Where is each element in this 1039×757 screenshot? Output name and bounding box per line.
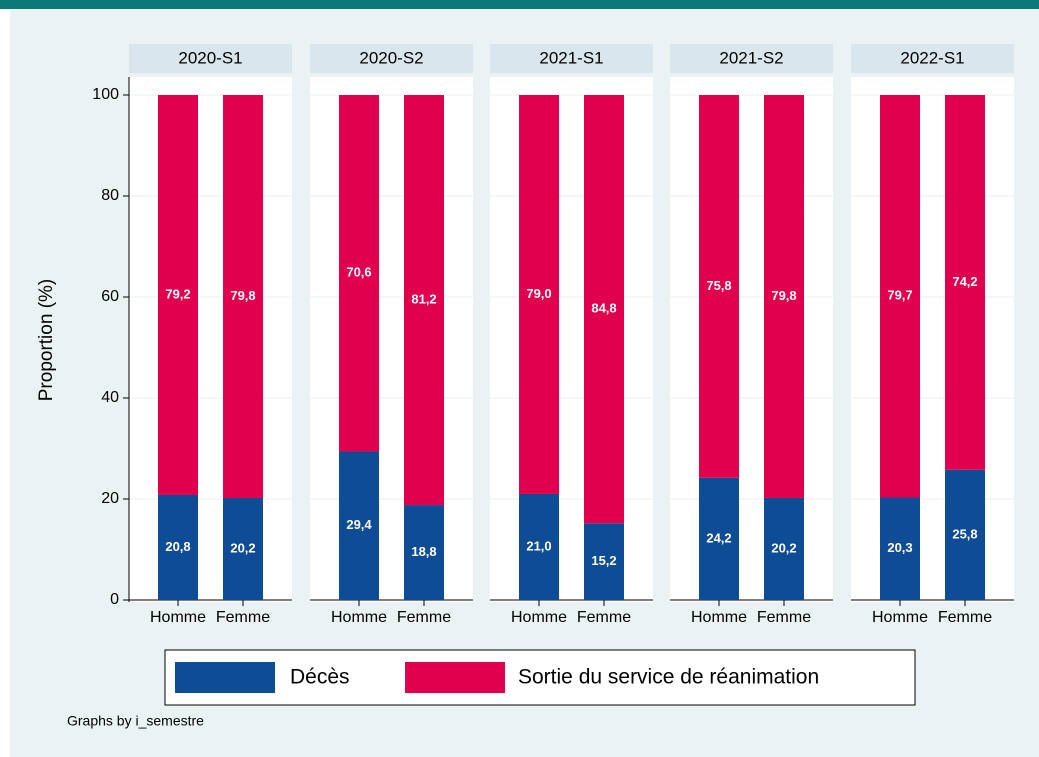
value-label: 79,0 [526, 286, 551, 301]
value-label: 20,8 [165, 539, 190, 554]
y-tick-label: 100 [92, 86, 119, 103]
bar-segment [519, 95, 559, 494]
top-bar [0, 0, 1039, 9]
bar-segment [880, 95, 920, 498]
value-label: 70,6 [346, 265, 371, 280]
value-label: 74,2 [952, 274, 977, 289]
bar-segment [699, 477, 739, 600]
y-axis-title: Proportion (%) [36, 279, 57, 402]
panel-title: 2022-S1 [900, 48, 964, 67]
legend-label: Sortie du service de réanimation [518, 666, 819, 689]
bar-segment [158, 494, 198, 600]
plot-area [490, 77, 653, 602]
value-label: 15,2 [591, 553, 616, 568]
panel-strip [670, 44, 833, 73]
value-label: 79,7 [887, 288, 912, 303]
legend-swatch [175, 662, 275, 693]
legend [164, 649, 916, 706]
plot-area [670, 77, 833, 602]
value-label: 79,2 [165, 286, 190, 301]
panel-title: 2021-S1 [539, 48, 603, 67]
legend-swatch [405, 662, 505, 693]
x-tick-label: Homme [331, 609, 387, 626]
y-tick-label: 80 [101, 187, 119, 204]
bar-segment [158, 95, 198, 495]
bar-segment [880, 497, 920, 600]
bar-segment [584, 95, 624, 524]
bar-segment [404, 505, 444, 600]
y-tick-label: 20 [101, 490, 119, 507]
note: Graphs by i_semestre [67, 713, 204, 729]
value-label: 79,8 [230, 288, 255, 303]
x-tick-label: Femme [938, 609, 992, 626]
bar-segment [764, 95, 804, 498]
x-tick-label: Femme [397, 609, 451, 626]
bar-segment [339, 95, 379, 452]
panel-strip [129, 44, 292, 73]
y-tick-label: 40 [101, 389, 119, 406]
bar-segment [699, 95, 739, 478]
bar-segment [339, 451, 379, 600]
panel-title: 2020-S2 [359, 48, 423, 67]
x-tick-label: Femme [216, 609, 270, 626]
panel-title: 2021-S2 [719, 48, 783, 67]
value-label: 20,2 [230, 540, 255, 555]
plot-area [851, 77, 1014, 602]
plot-area [310, 77, 473, 602]
panel-strip [490, 44, 653, 73]
y-tick-label: 0 [110, 591, 119, 608]
value-label: 79,8 [771, 288, 796, 303]
legend-label: Décès [290, 666, 350, 689]
plot-area [129, 77, 292, 602]
value-label: 24,2 [706, 530, 731, 545]
x-tick-label: Homme [511, 609, 567, 626]
bar-segment [223, 497, 263, 600]
x-tick-label: Femme [577, 609, 631, 626]
bar-segment [584, 523, 624, 600]
value-label: 84,8 [591, 301, 616, 316]
value-label: 81,2 [411, 291, 436, 306]
bar-segment [764, 497, 804, 600]
x-tick-label: Homme [691, 609, 747, 626]
value-label: 29,4 [346, 517, 372, 532]
bar-segment [223, 95, 263, 498]
panel-strip [310, 44, 473, 73]
bar-segment [945, 95, 985, 470]
x-tick-label: Homme [872, 609, 928, 626]
value-label: 20,2 [771, 540, 796, 555]
value-label: 75,8 [706, 278, 731, 293]
panel-strip [851, 44, 1014, 73]
y-tick-label: 60 [101, 288, 119, 305]
value-label: 20,3 [887, 540, 912, 555]
bar-segment [945, 469, 985, 600]
bar-segment [519, 493, 559, 600]
x-tick-label: Femme [757, 609, 811, 626]
value-label: 18,8 [411, 544, 436, 559]
x-tick-label: Homme [150, 609, 206, 626]
value-label: 21,0 [526, 538, 551, 553]
panel-title: 2020-S1 [178, 48, 242, 67]
value-label: 25,8 [952, 526, 977, 541]
bar-segment [404, 95, 444, 506]
